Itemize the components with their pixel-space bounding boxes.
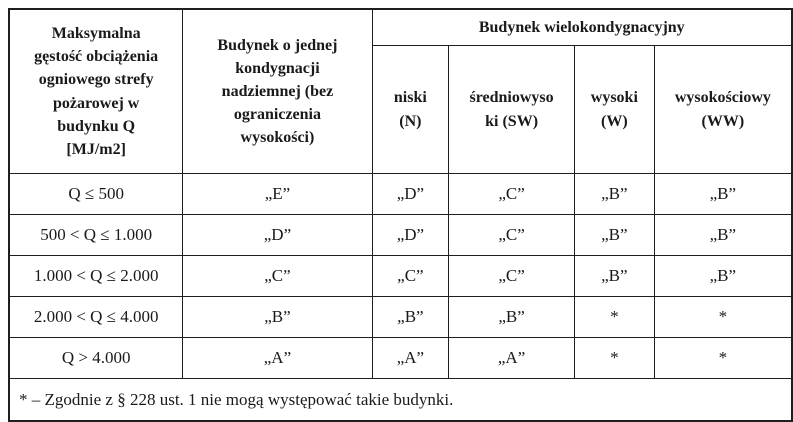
cell-single-storey-class: „C” xyxy=(182,255,373,297)
cell-high-class: „B” xyxy=(573,173,655,215)
cell-single-storey-class: „A” xyxy=(182,337,373,379)
header-single-storey-building: Budynek o jednej kondygnacji nadziemnej … xyxy=(182,8,373,174)
cell-low-class: „D” xyxy=(371,214,450,256)
table-row: Q > 4.000 „A” „A” „A” * * xyxy=(8,337,793,379)
cell-medium-high-class: „B” xyxy=(448,296,575,338)
cell-low-class: „A” xyxy=(371,337,450,379)
cell-high-class: „B” xyxy=(573,214,655,256)
header-medium-high-sw: średniowyso ki (SW) xyxy=(448,45,575,174)
cell-high-class: „B” xyxy=(573,255,655,297)
table-row: Q ≤ 500 „E” „D” „C” „B” „B” xyxy=(8,173,793,215)
table-row: 500 < Q ≤ 1.000 „D” „D” „C” „B” „B” xyxy=(8,214,793,256)
cell-high-rise-class: „B” xyxy=(653,173,793,215)
header-high-w: wysoki (W) xyxy=(573,45,655,174)
footnote-text: * – Zgodnie z § 228 ust. 1 nie mogą wyst… xyxy=(8,378,793,422)
header-fire-load-density: Maksymalna gęstość obciążenia ogniowego … xyxy=(8,8,184,174)
header-low-n: niski (N) xyxy=(371,45,450,174)
cell-single-storey-class: „E” xyxy=(182,173,373,215)
cell-medium-high-class: „C” xyxy=(448,255,575,297)
cell-medium-high-class: „C” xyxy=(448,214,575,256)
table-row: 1.000 < Q ≤ 2.000 „C” „C” „C” „B” „B” xyxy=(8,255,793,297)
fire-load-classification-table: Maksymalna gęstość obciążenia ogniowego … xyxy=(8,8,793,422)
cell-q-range: 500 < Q ≤ 1.000 xyxy=(8,214,184,256)
cell-low-class: „D” xyxy=(371,173,450,215)
cell-q-range: 1.000 < Q ≤ 2.000 xyxy=(8,255,184,297)
header-multi-storey-group: Budynek wielokondygnacyjny xyxy=(371,8,793,46)
header-high-rise-ww: wysokościowy (WW) xyxy=(653,45,793,174)
cell-q-range: Q ≤ 500 xyxy=(8,173,184,215)
cell-q-range: Q > 4.000 xyxy=(8,337,184,379)
cell-single-storey-class: „B” xyxy=(182,296,373,338)
table-row: 2.000 < Q ≤ 4.000 „B” „B” „B” * * xyxy=(8,296,793,338)
cell-high-rise-class: „B” xyxy=(653,214,793,256)
cell-high-rise-class: * xyxy=(653,337,793,379)
cell-low-class: „C” xyxy=(371,255,450,297)
cell-q-range: 2.000 < Q ≤ 4.000 xyxy=(8,296,184,338)
cell-single-storey-class: „D” xyxy=(182,214,373,256)
cell-low-class: „B” xyxy=(371,296,450,338)
document-sheet: Maksymalna gęstość obciążenia ogniowego … xyxy=(8,8,793,422)
cell-medium-high-class: „A” xyxy=(448,337,575,379)
header-row-sub: niski (N) średniowyso ki (SW) wysoki (W)… xyxy=(9,45,793,174)
cell-high-rise-class: * xyxy=(653,296,793,338)
cell-high-rise-class: „B” xyxy=(653,255,793,297)
header-row-group: Maksymalna gęstość obciążenia ogniowego … xyxy=(8,8,793,174)
cell-medium-high-class: „C” xyxy=(448,173,575,215)
cell-high-class: * xyxy=(573,296,655,338)
cell-high-class: * xyxy=(573,337,655,379)
footnote-row: * – Zgodnie z § 228 ust. 1 nie mogą wyst… xyxy=(8,378,793,422)
